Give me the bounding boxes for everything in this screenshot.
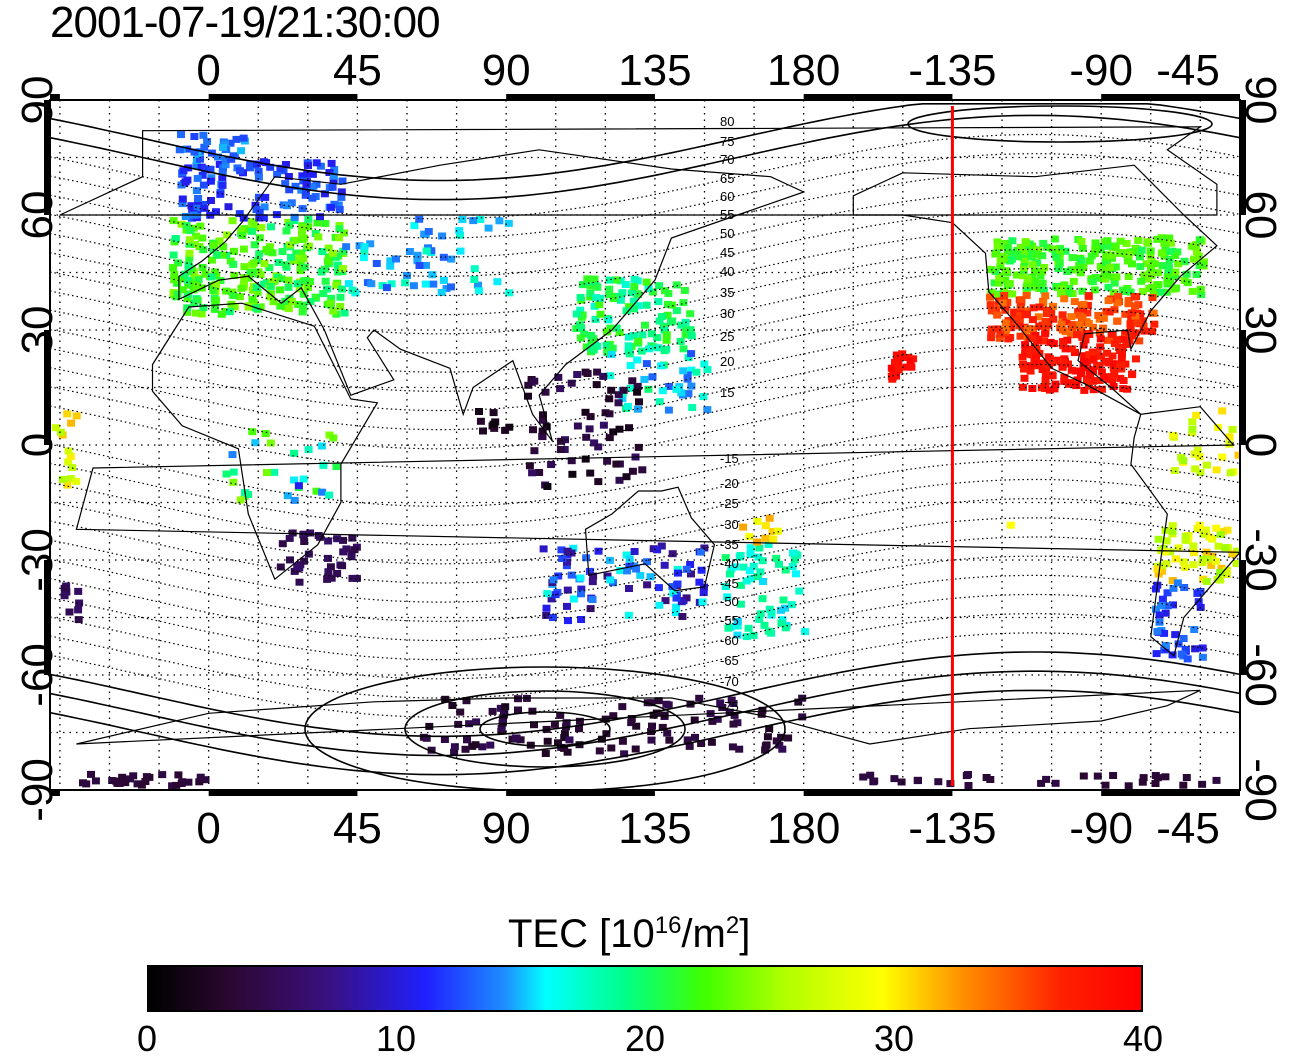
bottom-lon-label: 180 [767, 804, 840, 853]
magnetic-latitude-contours [50, 103, 1240, 790]
mag-lat-label: -55 [720, 613, 739, 628]
mag-lat-label: 80 [720, 114, 734, 129]
right-lat-label: 60 [1236, 191, 1285, 240]
top-lon-ticks: 0 45 90 135 180 -135 -90 -45 [196, 46, 1219, 95]
top-lon-label: -90 [1069, 46, 1133, 95]
mag-lat-label: -45 [720, 576, 739, 591]
bottom-lon-label: -135 [908, 804, 996, 853]
bottom-lon-label: 135 [618, 804, 691, 853]
right-lat-label: -30 [1236, 528, 1285, 592]
colorbar-tick-label: 20 [624, 1018, 666, 1059]
mag-lat-label: -75 [720, 699, 739, 714]
coastline [75, 406, 1240, 657]
mag-lat-label: 40 [720, 264, 734, 279]
mag-lat-label: -25 [720, 496, 739, 511]
left-lat-label: -30 [13, 528, 62, 592]
mag-lat-label: 25 [720, 329, 734, 344]
bottom-lon-ticks: 0 45 90 135 180 -135 -90 -45 [196, 804, 1219, 853]
mag-lat-label: -70 [720, 674, 739, 689]
right-lat-label: 0 [1236, 433, 1285, 457]
top-lon-label: 45 [333, 46, 382, 95]
coastline [59, 126, 1218, 216]
mag-lat-label: -35 [720, 537, 739, 552]
mag-lat-label: 75 [720, 134, 734, 149]
coastline [584, 486, 716, 592]
left-lat-label: 30 [13, 306, 62, 355]
colorbar-tick-label: 40 [1122, 1018, 1164, 1059]
tec-map: 0 45 90 135 180 -135 -90 -45 0 45 90 135 180 -135 -90… [13, 46, 1285, 853]
coastline [76, 689, 1201, 745]
colorbar-title: TEC [1016/m2] [508, 912, 751, 956]
right-lat-label: 90 [1236, 76, 1285, 125]
coastline [852, 164, 1218, 415]
colorbar [147, 965, 1143, 1012]
bottom-lon-label: 90 [482, 804, 531, 853]
top-lon-label: -45 [1156, 46, 1220, 95]
right-lat-ticks: 90 60 30 0 -30 -60 -90 [1236, 76, 1285, 822]
coastline [178, 149, 806, 442]
mag-lat-label: -65 [720, 653, 739, 668]
bottom-lon-label: -45 [1156, 804, 1220, 853]
mag-lat-label: -20 [720, 476, 739, 491]
mag-lat-label: -15 [720, 451, 739, 466]
mag-lat-label: -60 [720, 633, 739, 648]
mag-lat-label: 55 [720, 207, 734, 222]
left-lat-label: 60 [13, 191, 62, 240]
coastline [151, 302, 379, 581]
mag-lat-label: -50 [720, 594, 739, 609]
mag-lat-label: 50 [720, 226, 734, 241]
top-lon-label: 0 [196, 46, 220, 95]
mag-lat-label: 60 [720, 189, 734, 204]
map-title: 2001-07-19/21:30:00 [50, 0, 441, 47]
left-lat-label: -60 [13, 643, 62, 707]
bottom-lon-label: 45 [333, 804, 382, 853]
top-lon-label: -135 [908, 46, 996, 95]
colorbar-tick-label: 30 [873, 1018, 915, 1059]
left-lat-label: 90 [13, 76, 62, 125]
bottom-lon-label: -90 [1069, 804, 1133, 853]
mag-lat-label: 70 [720, 152, 734, 167]
right-lat-label: 30 [1236, 306, 1285, 355]
colorbar-tick-label: 10 [375, 1018, 417, 1059]
mag-lat-label: 15 [720, 385, 734, 400]
mag-lat-label: 30 [720, 306, 734, 321]
left-lat-label: -90 [13, 758, 62, 822]
top-lon-label: 90 [482, 46, 531, 95]
right-lat-label: -60 [1236, 643, 1285, 707]
left-lat-ticks: 90 60 30 0 -30 -60 -90 [13, 76, 62, 822]
left-lat-label: 0 [13, 433, 62, 457]
magnetic-latitude-labels: 80 75 70 65 60 55 50 45 40 35 30 25 20 15 -15 -20 -25 -30… [720, 114, 739, 714]
mag-lat-label: 65 [720, 171, 734, 186]
tec-data-layer [52, 131, 1240, 790]
bottom-lon-label: 0 [196, 804, 220, 853]
mag-lat-label: 20 [720, 354, 734, 369]
coastlines [59, 126, 1240, 745]
mag-lat-label: -40 [720, 556, 739, 571]
top-lon-label: 135 [618, 46, 691, 95]
colorbar-tick-label: 0 [136, 1018, 158, 1059]
top-lon-label: 180 [767, 46, 840, 95]
axis-bars [44, 94, 1246, 796]
mag-lat-label: 35 [720, 285, 734, 300]
mag-lat-label: 45 [720, 245, 734, 260]
mag-lat-label: -30 [720, 517, 739, 532]
right-lat-label: -90 [1236, 758, 1285, 822]
